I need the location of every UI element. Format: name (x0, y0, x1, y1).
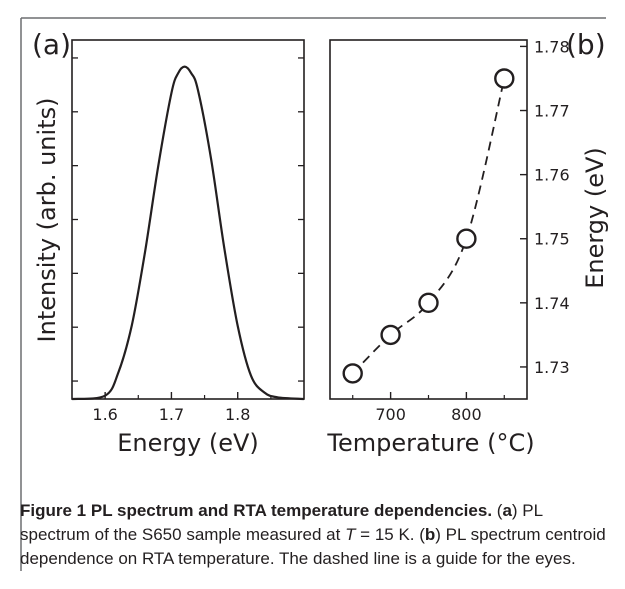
panel-b-x-axis-label: Temperature (°C) (326, 429, 534, 457)
caption-title: PL spectrum and RTA temperature dependen… (90, 501, 493, 520)
panel-a-x-tick-label: 1.6 (92, 405, 117, 424)
panel-b-y-tick-label: 1.78 (534, 37, 570, 56)
panel-b-x-tick-label: 700 (375, 405, 406, 424)
panel-a-plot-frame (71, 39, 305, 400)
panel-b-data-point (380, 324, 401, 346)
panel-b-y-tick-label: 1.75 (534, 230, 570, 249)
panel-b-data-point (456, 228, 477, 249)
panel-b-y-axis-label: Energy (eV) (581, 147, 609, 289)
panel-b-y-tick-label: 1.76 (534, 166, 570, 185)
panel-b-plot-frame (329, 39, 528, 400)
panel-a-spectrum-line (71, 65, 305, 401)
panel-b-data-point (342, 363, 363, 384)
panel-a: (a) Energy (eV) Intensity (arb. units) 1… (32, 28, 305, 457)
panel-b-data-point (418, 292, 439, 313)
figure-caption: Figure 1 PL spectrum and RTA temperature… (20, 499, 610, 571)
panel-b-y-tick-label: 1.74 (534, 294, 570, 313)
caption-b-text: ) PL spectrum centroid dependence on RTA… (20, 525, 606, 568)
caption-t-equation: = 15 K. ( (355, 525, 425, 544)
panel-a-letter: (a) (32, 28, 71, 61)
panel-b-data-point (494, 68, 515, 89)
panel-a-x-axis-label: Energy (eV) (117, 429, 259, 457)
caption-a-text: ) PL spectrum of the S650 sample measure… (20, 501, 543, 544)
panel-b: (b) Temperature (°C) Energy (eV) 700 800 … (326, 28, 609, 457)
panel-b-y-tick-label: 1.73 (534, 358, 570, 377)
caption-a-letter: a (502, 501, 512, 520)
caption-t-variable: T (345, 525, 356, 544)
caption-b-letter: b (424, 525, 436, 544)
caption-a-open: ( (496, 501, 503, 520)
caption-label: Figure 1 (20, 501, 87, 520)
panel-b-letter: (b) (566, 28, 606, 61)
panel-b-y-tick-label: 1.77 (534, 102, 570, 121)
panel-b-dashed-guide-line (352, 78, 506, 375)
panel-b-x-tick-label: 800 (451, 405, 482, 424)
panel-a-x-tick-label: 1.8 (225, 405, 250, 424)
panel-a-y-axis-label: Intensity (arb. units) (33, 98, 61, 343)
panel-a-x-tick-label: 1.7 (159, 405, 184, 424)
